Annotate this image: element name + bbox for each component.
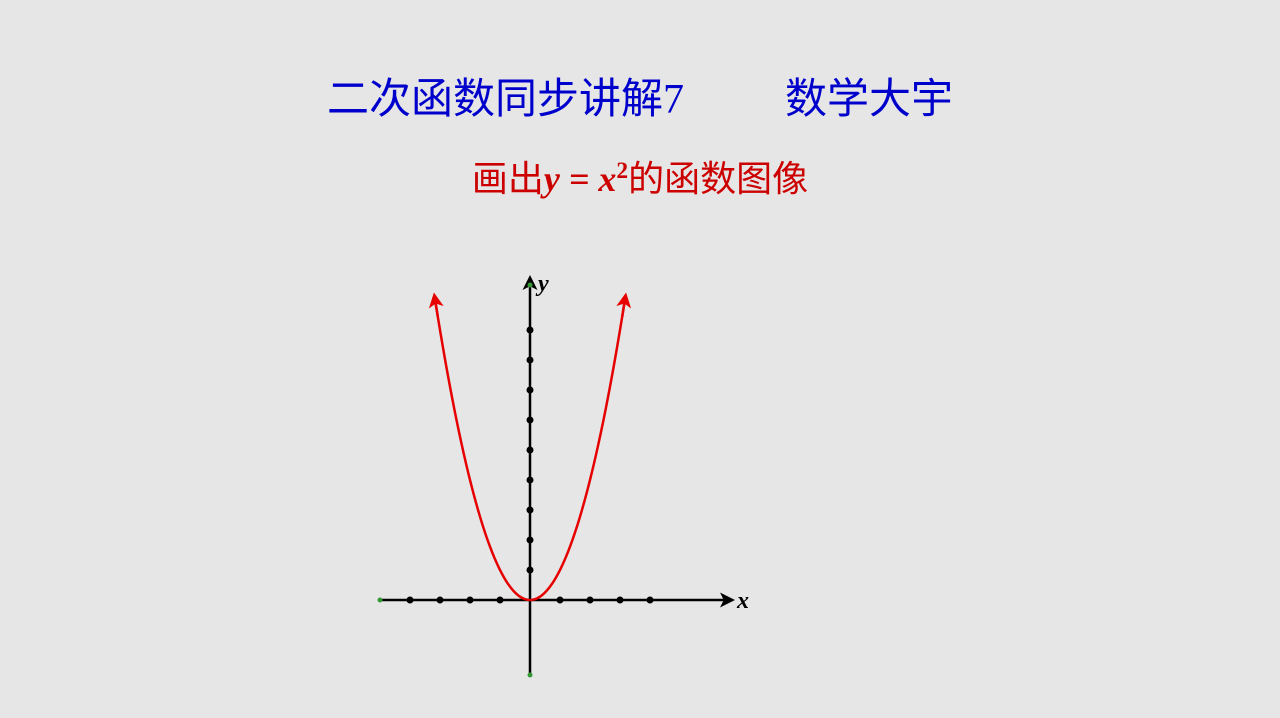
exponent: 2 [616, 158, 628, 184]
var-y: y [544, 159, 560, 199]
main-title: 二次函数同步讲解7 数学大宇 [0, 65, 1280, 126]
var-x: x [598, 159, 616, 199]
parabola-chart: xy [310, 250, 790, 715]
title-part2: 数学大宇 [785, 77, 953, 123]
title-part1: 二次函数同步讲解7 [327, 77, 684, 123]
subtitle: 画出y = x2的函数图像 [0, 150, 1280, 202]
svg-text:y: y [535, 271, 549, 297]
chart-svg: xy [310, 250, 790, 710]
subtitle-prefix: 画出 [472, 159, 544, 199]
subtitle-suffix: 的函数图像 [628, 159, 808, 199]
svg-text:x: x [736, 588, 749, 614]
equals-sign: = [560, 159, 599, 199]
